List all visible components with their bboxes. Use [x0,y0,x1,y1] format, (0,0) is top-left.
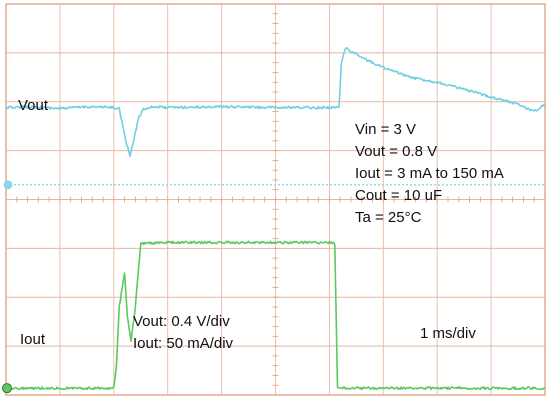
condition-vin: Vin = 3 V [355,121,417,138]
time-scale-label: 1 ms/div [420,325,476,342]
series-line-iout [5,240,546,391]
series-line-vout [5,47,546,157]
condition-iout: Iout = 3 mA to 150 mA [355,165,504,182]
condition-cout: Cout = 10 uF [355,187,443,204]
series-label-vout: Vout [18,97,49,114]
vout-scale-label: Vout: 0.4 V/div [133,313,230,330]
channel-1-marker [3,180,13,190]
condition-vout: Vout = 0.8 V [355,143,438,160]
series-label-iout: Iout [20,331,46,348]
channel-2-marker [2,383,12,394]
iout-scale-label: Iout: 50 mA/div [133,335,234,352]
condition-ta: Ta = 25°C [355,209,422,226]
